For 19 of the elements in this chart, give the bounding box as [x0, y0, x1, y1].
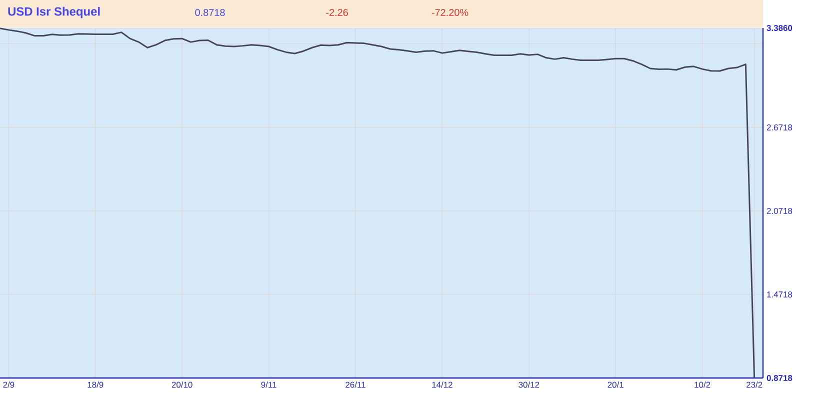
y-tick-label: 2.6718	[766, 124, 792, 130]
text: -2.26	[326, 8, 348, 16]
x-tick-label: 9/11	[261, 382, 276, 388]
y-tick-label: 1.4718	[767, 291, 792, 298]
x-tick-label: 26/11	[346, 382, 366, 388]
x-tick-label: 2/9	[3, 382, 14, 388]
text: -72.20%	[432, 8, 468, 16]
x-tick-label: 10/2	[694, 382, 710, 388]
x-tick-label: 18/9	[88, 382, 104, 388]
y-tick-label: 0.8718	[766, 375, 792, 381]
text: 0.8718	[195, 8, 225, 16]
chart-title: USD Isr Shequel	[8, 6, 100, 18]
x-tick-label: 20/1	[608, 382, 624, 388]
x-tick-label: 23/2	[746, 382, 762, 388]
y-tick-label: 3.3860	[766, 25, 792, 31]
x-tick-label: 20/10	[172, 382, 192, 388]
y-tick-label: 2.0718	[766, 208, 792, 214]
x-tick-label: 30/12	[518, 382, 540, 388]
x-tick-label: 14/12	[432, 382, 452, 388]
